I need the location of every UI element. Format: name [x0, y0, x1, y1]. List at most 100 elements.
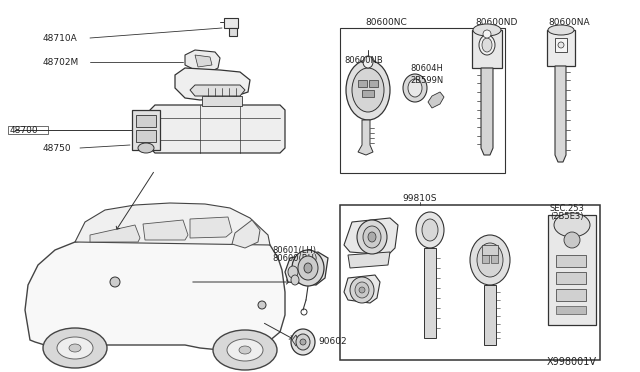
Ellipse shape — [363, 56, 373, 68]
Polygon shape — [555, 66, 566, 162]
Ellipse shape — [473, 24, 501, 36]
Ellipse shape — [355, 282, 369, 298]
Bar — [224, 18, 238, 28]
Bar — [547, 30, 575, 66]
Polygon shape — [195, 55, 212, 67]
Text: 80600NC: 80600NC — [365, 17, 407, 26]
Polygon shape — [75, 203, 270, 245]
Text: SEC.253: SEC.253 — [550, 203, 585, 212]
Bar — [482, 245, 498, 255]
Ellipse shape — [43, 328, 107, 368]
Bar — [491, 255, 498, 263]
Bar — [136, 115, 156, 127]
Polygon shape — [90, 225, 140, 242]
Bar — [556, 289, 586, 301]
Bar — [8, 126, 48, 134]
Ellipse shape — [477, 243, 503, 277]
Ellipse shape — [352, 68, 384, 112]
Bar — [555, 38, 567, 52]
Bar — [202, 96, 242, 106]
Ellipse shape — [292, 250, 324, 286]
Polygon shape — [358, 120, 373, 155]
Text: 48750: 48750 — [43, 144, 72, 153]
Text: 80601(LH): 80601(LH) — [272, 246, 316, 254]
Text: 80600NB: 80600NB — [344, 55, 383, 64]
Text: 48702M: 48702M — [43, 58, 79, 67]
Ellipse shape — [403, 74, 427, 102]
Polygon shape — [190, 217, 232, 238]
Ellipse shape — [298, 256, 318, 280]
Polygon shape — [428, 92, 444, 108]
Polygon shape — [185, 50, 220, 72]
Polygon shape — [481, 68, 493, 155]
Bar — [556, 272, 586, 284]
Bar — [340, 205, 600, 360]
Bar — [548, 215, 596, 325]
Ellipse shape — [57, 337, 93, 359]
Bar — [484, 285, 496, 345]
Ellipse shape — [359, 287, 365, 293]
Ellipse shape — [110, 277, 120, 287]
Text: 99810S: 99810S — [403, 193, 437, 202]
Ellipse shape — [479, 35, 495, 55]
Ellipse shape — [69, 344, 81, 352]
Ellipse shape — [291, 275, 299, 285]
Bar — [424, 248, 436, 338]
Ellipse shape — [408, 79, 422, 97]
Bar — [556, 306, 586, 314]
Ellipse shape — [291, 329, 315, 355]
Ellipse shape — [357, 220, 387, 254]
Ellipse shape — [227, 339, 263, 361]
Text: 90602: 90602 — [318, 337, 347, 346]
Ellipse shape — [368, 232, 376, 242]
Bar — [229, 28, 237, 36]
Text: 80600(RH): 80600(RH) — [272, 253, 317, 263]
Text: 48710A: 48710A — [43, 33, 77, 42]
Text: X998001V: X998001V — [547, 357, 597, 367]
Text: 80604H: 80604H — [410, 64, 443, 73]
Bar — [556, 255, 586, 267]
Text: (2B5E3): (2B5E3) — [550, 212, 584, 221]
Bar — [369, 80, 378, 87]
Bar — [482, 255, 489, 263]
Bar — [362, 90, 374, 97]
Polygon shape — [190, 85, 245, 96]
Text: 80600ND: 80600ND — [475, 17, 517, 26]
Ellipse shape — [482, 38, 492, 52]
Polygon shape — [344, 218, 398, 255]
Ellipse shape — [288, 266, 298, 278]
Ellipse shape — [363, 226, 381, 248]
Polygon shape — [150, 105, 285, 153]
Ellipse shape — [422, 219, 438, 241]
Ellipse shape — [239, 346, 251, 354]
Text: 80600NA: 80600NA — [548, 17, 589, 26]
Polygon shape — [25, 232, 285, 350]
Ellipse shape — [470, 235, 510, 285]
Ellipse shape — [564, 232, 580, 248]
Bar — [472, 30, 502, 68]
Bar — [340, 28, 505, 173]
Polygon shape — [232, 220, 260, 248]
Bar — [132, 110, 160, 150]
Ellipse shape — [304, 263, 312, 273]
Ellipse shape — [483, 30, 491, 38]
Ellipse shape — [548, 25, 574, 35]
Ellipse shape — [350, 277, 374, 303]
Polygon shape — [348, 252, 390, 268]
Ellipse shape — [296, 334, 310, 350]
Polygon shape — [143, 220, 188, 240]
Polygon shape — [175, 68, 250, 100]
Bar — [136, 130, 156, 142]
Polygon shape — [285, 252, 328, 285]
Ellipse shape — [300, 339, 306, 345]
Bar — [358, 80, 367, 87]
Ellipse shape — [258, 301, 266, 309]
Ellipse shape — [346, 60, 390, 120]
Ellipse shape — [416, 212, 444, 248]
Polygon shape — [344, 275, 380, 303]
Text: 48700: 48700 — [10, 125, 38, 135]
Ellipse shape — [554, 213, 590, 237]
Ellipse shape — [558, 42, 564, 48]
Ellipse shape — [138, 143, 154, 153]
Ellipse shape — [213, 330, 277, 370]
